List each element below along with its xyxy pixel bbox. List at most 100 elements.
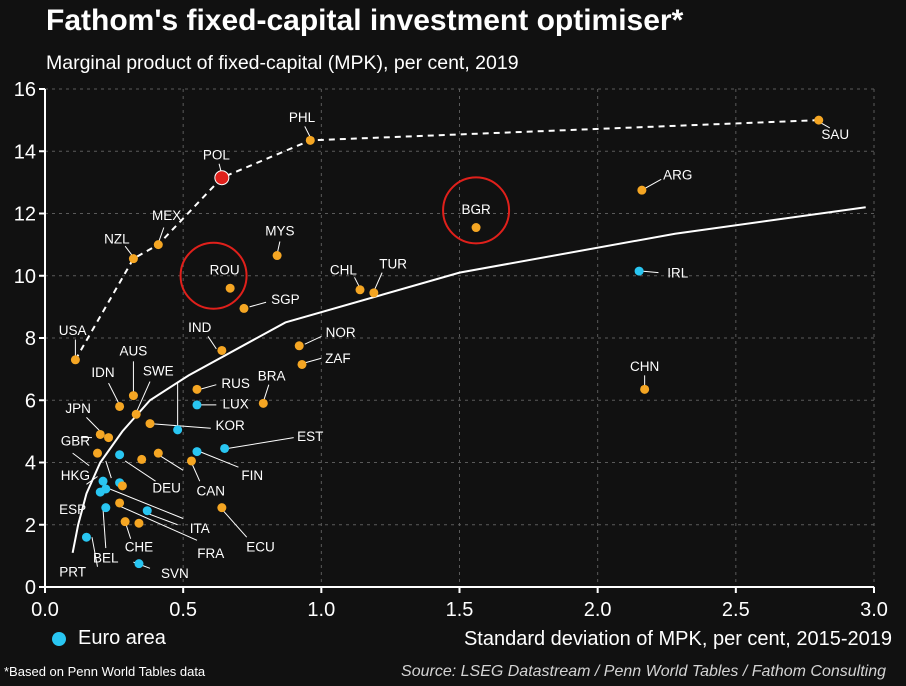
x-tick-label: 1.0 (307, 599, 335, 621)
source-note: Source: LSEG Datastream / Penn World Tab… (401, 663, 886, 680)
label-sgp: SGP (271, 292, 300, 307)
point-fin (192, 447, 202, 457)
label-fra: FRA (197, 546, 224, 561)
label-svn: SVN (161, 566, 189, 581)
label-idn: IDN (91, 365, 114, 380)
x-tick-label: 2.0 (584, 599, 612, 621)
y-tick-label: 0 (25, 577, 36, 599)
x-axis-label: Standard deviation of MPK, per cent, 201… (464, 628, 892, 650)
point-euro-area (95, 487, 105, 497)
point-svn (134, 559, 144, 569)
label-gbr: GBR (61, 434, 91, 449)
leader-line (304, 126, 311, 138)
leader-line (227, 437, 294, 449)
point-usa (70, 355, 80, 365)
label-jpn: JPN (65, 401, 91, 416)
point-zaf (297, 359, 307, 369)
leader-line (102, 509, 107, 549)
point-swe (131, 409, 141, 419)
leader-line (221, 508, 248, 538)
point-hkg (93, 448, 103, 458)
x-tick-label: 0.0 (31, 599, 59, 621)
label-hkg: HKG (61, 468, 90, 483)
highlight-circle-rou (179, 241, 248, 310)
leader-line (373, 272, 383, 292)
leader-line (108, 382, 121, 406)
point-ita (142, 506, 152, 516)
point-sau (814, 115, 824, 125)
label-deu: DEU (152, 480, 181, 495)
leader-line (144, 511, 178, 526)
leader-line (105, 460, 112, 479)
label-bra: BRA (258, 368, 286, 383)
leader-line (124, 460, 156, 482)
point-aus (128, 391, 138, 401)
label-pol: POL (203, 147, 231, 162)
point-bel (101, 503, 111, 513)
label-chl: CHL (330, 263, 357, 278)
point-gbr (104, 433, 114, 443)
point-mys (272, 251, 282, 261)
frontier-line (74, 119, 819, 361)
label-fin: FIN (241, 468, 263, 483)
y-tick-label: 14 (14, 141, 36, 163)
label-ita: ITA (190, 521, 210, 536)
leader-line (158, 454, 184, 471)
leader-line (86, 417, 101, 432)
leader-line (249, 301, 267, 308)
y-tick-label: 6 (25, 390, 36, 412)
label-che: CHE (125, 540, 154, 555)
leader-line (190, 462, 201, 482)
point-fra (134, 518, 144, 528)
point-idn (115, 401, 125, 411)
label-est: EST (297, 429, 323, 444)
label-nor: NOR (326, 325, 356, 340)
label-bel: BEL (93, 550, 119, 565)
point-jpn (95, 429, 105, 439)
point-bra (258, 398, 268, 408)
legend-label-euro-area: Euro area (78, 627, 166, 649)
label-swe: SWE (143, 364, 174, 379)
point-euro-area (117, 481, 127, 491)
label-lux: LUX (223, 396, 249, 411)
leader-line (644, 178, 662, 190)
point-sgp (239, 303, 249, 313)
x-tick-label: 2.5 (722, 599, 750, 621)
point-euro-area (173, 425, 183, 435)
point-phl (305, 135, 315, 145)
y-tick-label: 10 (14, 266, 36, 288)
label-chn: CHN (630, 359, 659, 374)
point-irl (634, 266, 644, 276)
point-rus (192, 384, 202, 394)
point-chl (355, 285, 365, 295)
label-bgr: BGR (461, 202, 491, 217)
point-tur (369, 288, 379, 298)
label-phl: PHL (289, 110, 316, 125)
point-pol (214, 170, 230, 186)
y-tick-label: 4 (25, 453, 36, 475)
leader-line (149, 423, 211, 429)
point-est (220, 443, 230, 453)
leader-line (262, 384, 270, 402)
chart-subtitle: Marginal product of fixed-capital (MPK),… (46, 52, 519, 74)
x-tick-label: 1.5 (446, 599, 474, 621)
point-mex (153, 240, 163, 250)
x-tick-label: 3.0 (860, 599, 888, 621)
point-euro-area (115, 498, 125, 508)
legend: Euro area (52, 627, 166, 650)
leader-line (304, 357, 322, 364)
point-can (186, 456, 196, 466)
label-irl: IRL (667, 266, 689, 281)
point-chn (640, 384, 650, 394)
label-nzl: NZL (104, 231, 130, 246)
point-euro-area (98, 476, 108, 486)
leader-line (119, 505, 198, 541)
label-kor: KOR (216, 418, 246, 433)
point-euro-area (153, 448, 163, 458)
label-can: CAN (197, 484, 226, 499)
label-mys: MYS (265, 224, 294, 239)
leader-line (641, 270, 659, 274)
legend-marker-euro-area (52, 631, 66, 646)
y-tick-label: 2 (25, 515, 36, 537)
label-ind: IND (188, 320, 212, 335)
